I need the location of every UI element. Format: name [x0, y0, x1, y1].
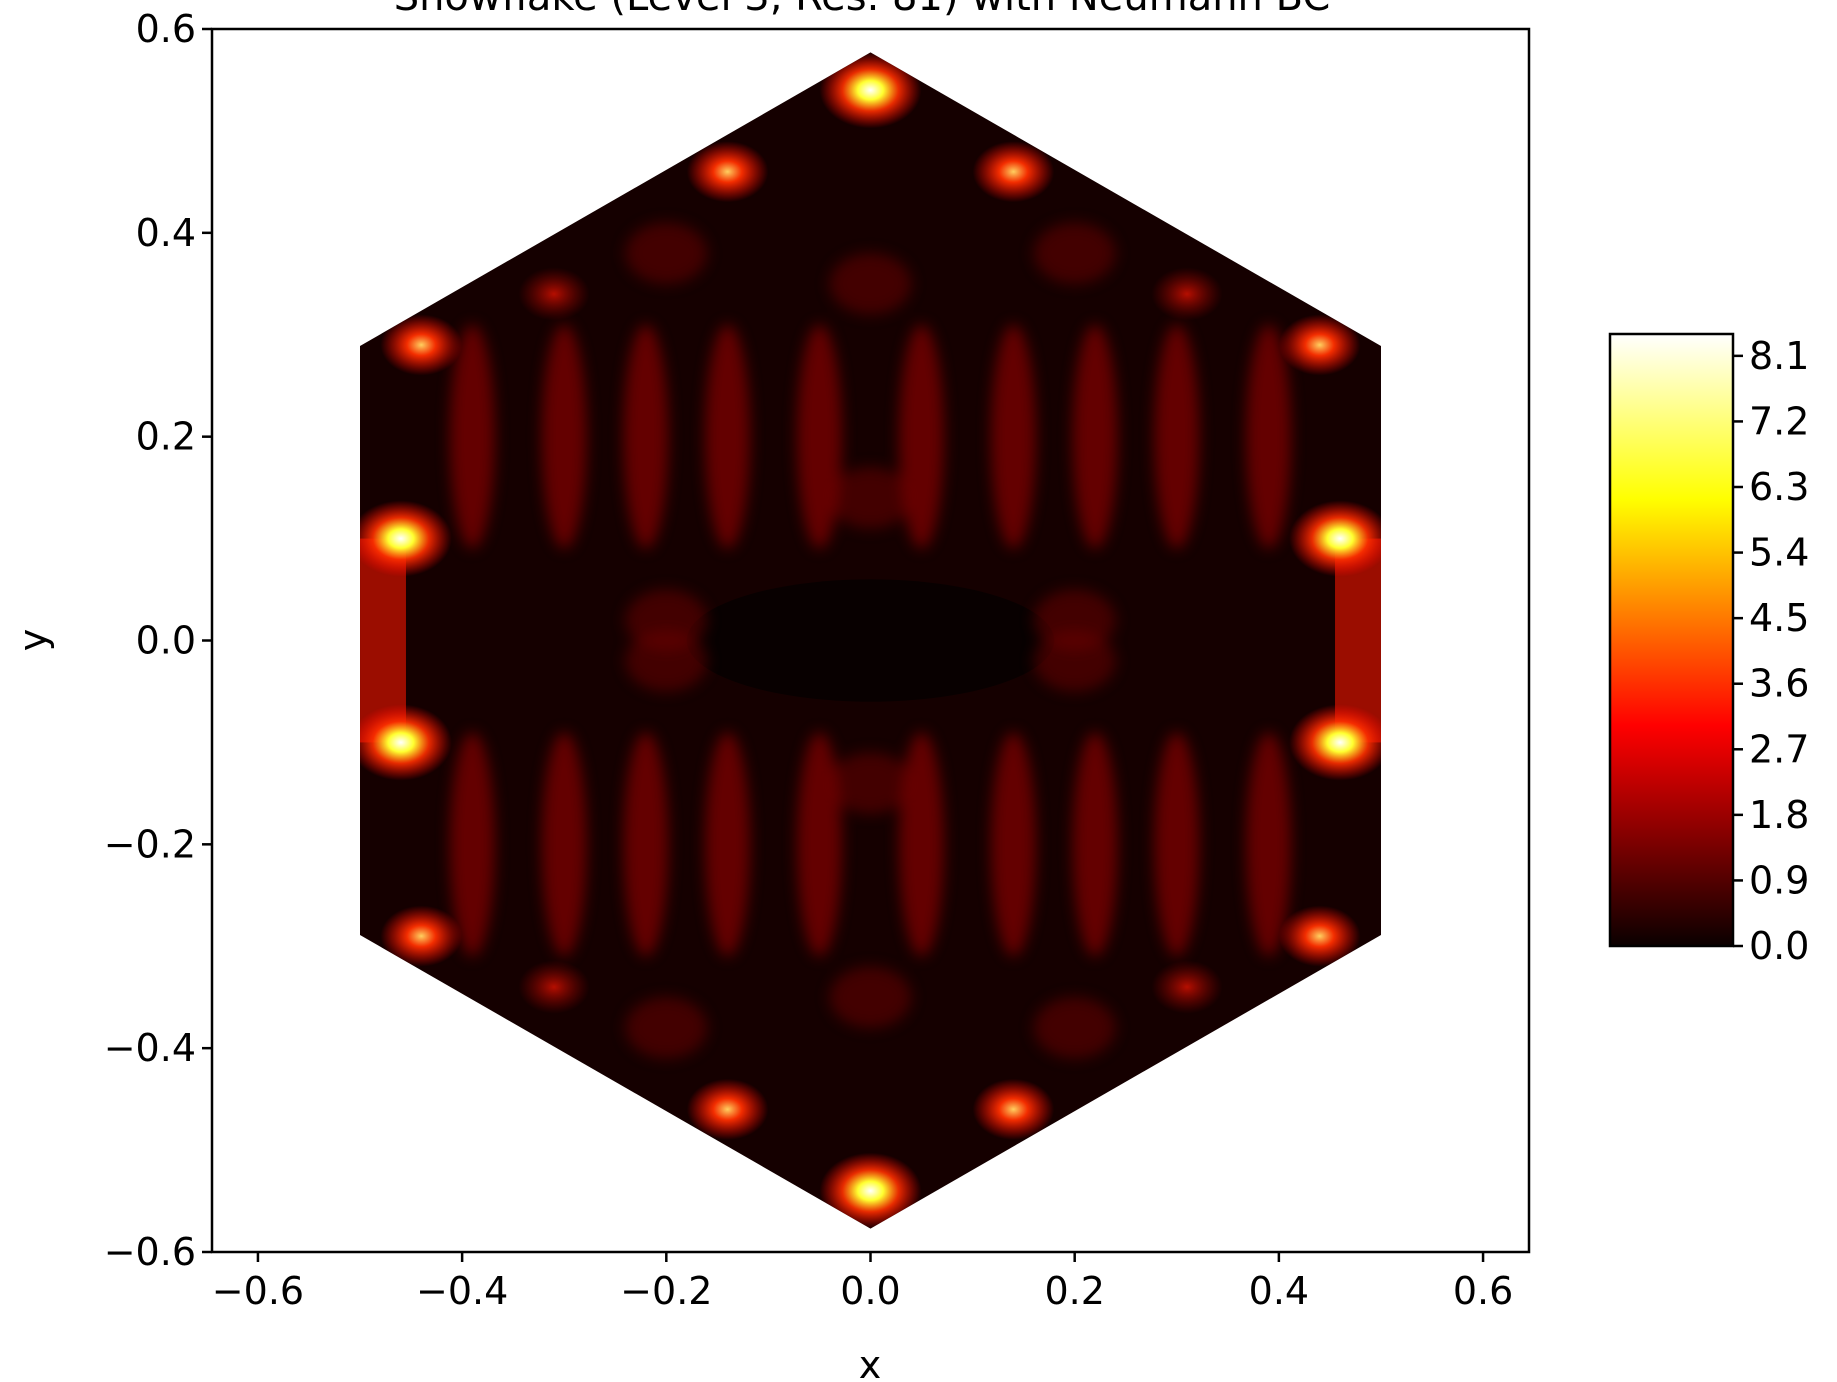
heat-blob [625, 997, 708, 1059]
heat-hotspot [1151, 960, 1223, 1014]
colorbar-gradient [1608, 332, 1735, 948]
heat-stripe [990, 324, 1036, 549]
heat-hotspot [819, 52, 922, 129]
heat-hotspot [360, 500, 452, 577]
heat-stripe [899, 732, 945, 957]
heat-stripe [1072, 732, 1118, 957]
heat-stripe [449, 732, 495, 957]
heat-hotspot [686, 141, 769, 203]
heat-hotspot [1278, 905, 1361, 967]
colorbar-tick-label: 7.2 [1749, 399, 1809, 443]
x-tick-label: 0.4 [1249, 1269, 1309, 1313]
heat-blob [829, 253, 912, 315]
heat-hotspot [380, 314, 463, 376]
heat-center [686, 579, 1055, 702]
y-tick-label: 0.6 [136, 7, 196, 51]
heat-stripe [449, 324, 495, 549]
heat-stripe [705, 324, 751, 549]
heat-stripe [1154, 324, 1200, 549]
heat-hotspot [360, 704, 452, 781]
colorbar-tick-label: 6.3 [1749, 465, 1809, 509]
heat-stripe [1154, 732, 1200, 957]
heat-hotspot [819, 1152, 922, 1229]
heat-stripe [1246, 732, 1292, 957]
colorbar-tick-label: 0.9 [1749, 858, 1809, 902]
heat-hotspot [1289, 704, 1381, 781]
heat-hotspot [1289, 500, 1381, 577]
heat-stripe [1246, 324, 1292, 549]
colorbar-tick-label: 2.7 [1749, 727, 1809, 771]
colorbar: 0.0 0.9 1.8 2.7 3.6 4.5 5.4 6.3 7.2 8.1 [1608, 332, 1809, 968]
colorbar-tick-label: 4.5 [1749, 596, 1809, 640]
heat-blob [1033, 630, 1116, 692]
y-tick-label: 0.0 [136, 619, 196, 663]
chart-title: Snowflake (Level 3, Res. 81) with Neuman… [394, 0, 1331, 20]
y-tick-label: −0.6 [104, 1230, 196, 1274]
x-tick-label: −0.4 [416, 1269, 508, 1313]
heat-stripe [541, 324, 587, 549]
x-axis: −0.6 −0.4 −0.2 0.0 0.2 0.4 0.6 [212, 1252, 1513, 1313]
heat-hotspot [972, 141, 1055, 203]
y-tick-label: −0.2 [104, 822, 196, 866]
x-tick-label: −0.2 [620, 1269, 712, 1313]
colorbar-tick-label: 0.0 [1749, 924, 1809, 968]
heat-hotspot [1151, 267, 1223, 321]
colorbar-tick-label: 3.6 [1749, 662, 1809, 706]
heat-blob [1033, 222, 1116, 284]
y-tick-label: 0.2 [136, 415, 196, 459]
plot-area: −0.6 −0.4 −0.2 0.0 0.2 0.4 0.6 0.60.40.20.0−0.… [104, 7, 1531, 1313]
x-tick-label: 0.2 [1044, 1269, 1104, 1313]
heat-stripe [1072, 324, 1118, 549]
heat-stripe [623, 324, 669, 549]
heat-blob [625, 222, 708, 284]
heat-hotspot [1278, 314, 1361, 376]
heatmap-layer [360, 52, 1381, 1229]
heat-hotspot [518, 267, 590, 321]
heat-stripe [623, 732, 669, 957]
x-tick-label: −0.6 [212, 1269, 304, 1313]
heat-hotspot [972, 1078, 1055, 1140]
y-tick-label: 0.4 [136, 211, 196, 255]
x-tick-label: 0.6 [1453, 1269, 1513, 1313]
heat-stripe [705, 732, 751, 957]
x-axis-label: x [859, 1343, 882, 1382]
y-axis: 0.6 0.4 0.2 0.0 −0.2 −0.4 −0.6 [104, 7, 212, 1274]
heat-blob [829, 752, 912, 814]
heat-blob [829, 467, 912, 529]
heat-stripe [990, 732, 1036, 957]
heat-blob [625, 630, 708, 692]
heat-stripe [796, 732, 842, 957]
heat-stripe [796, 324, 842, 549]
y-tick-label: −0.4 [104, 1026, 196, 1070]
colorbar-tick-label: 1.8 [1749, 793, 1809, 837]
colorbar-tick-label: 8.1 [1749, 334, 1809, 378]
heat-blob [829, 966, 912, 1028]
x-tick-label: 0.0 [840, 1269, 900, 1313]
heat-stripes [449, 222, 1292, 1059]
colorbar-ticks: 0.0 0.9 1.8 2.7 3.6 4.5 5.4 6.3 7.2 8.1 [1733, 334, 1809, 968]
heat-blob [1033, 997, 1116, 1059]
heat-hotspot [686, 1078, 769, 1140]
heat-stripe [899, 324, 945, 549]
heat-hotspot [518, 960, 590, 1014]
heat-stripe [541, 732, 587, 957]
heat-hotspot [380, 905, 463, 967]
y-axis-label: y [11, 629, 55, 652]
colorbar-tick-label: 5.4 [1749, 531, 1809, 575]
